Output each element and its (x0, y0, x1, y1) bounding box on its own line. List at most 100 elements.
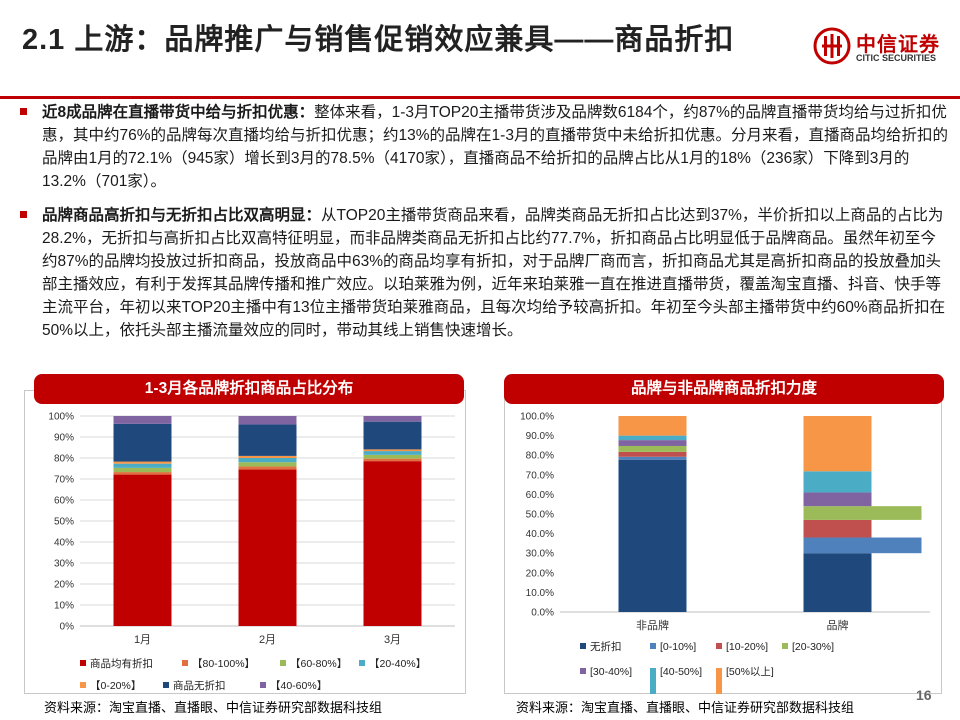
bar-segment (238, 466, 297, 470)
y-tick-label: 0.0% (531, 608, 554, 619)
legend-swatch (163, 682, 169, 688)
bar-segment (618, 459, 687, 612)
y-tick-label: 30.0% (526, 549, 554, 560)
y-tick-label: 10.0% (526, 588, 554, 599)
chart-2-title: 品牌与非品牌商品折扣力度 (504, 374, 944, 404)
x-tick-label: 1月 (134, 634, 151, 646)
legend-label: 商品无折扣 (173, 679, 226, 692)
legend-swatch (182, 660, 188, 666)
bar-segment (113, 467, 172, 473)
legend-swatch (359, 660, 365, 666)
paragraph-1-body: 整体来看，1-3月TOP20主播带货涉及品牌数6184个，约87%的品牌直播带货… (42, 104, 948, 190)
bar-segment (363, 454, 422, 459)
bar-segment (113, 423, 172, 462)
bar-segment (803, 537, 922, 554)
bar-segment (363, 451, 422, 455)
y-tick-label: 80% (54, 454, 74, 465)
bar-segment (803, 506, 922, 520)
citic-logo: 中信证券 CITIC SECURITIES (812, 26, 952, 70)
bar-segment (618, 445, 687, 452)
chart-1-title: 1-3月各品牌折扣商品占比分布 (34, 374, 464, 404)
x-tick-label: 2月 (259, 634, 276, 646)
chart-1-svg: 0% 10% 20% 30% 40% 50% 60% 70% 80% 90% 100% 1月 2月 3月商… (48, 412, 455, 692)
bar-segment (363, 461, 422, 626)
y-tick-label: 60.0% (526, 490, 554, 501)
header-divider (0, 96, 960, 99)
bar-segment (363, 421, 422, 450)
legend-swatch (650, 643, 656, 649)
paragraph-2-body: 从TOP20主播带货商品来看，品牌类商品无折扣占比达到37%，半价折扣以上商品的… (42, 207, 946, 339)
paragraph-1: 近8成品牌在直播带货中给与折扣优惠：整体来看，1-3月TOP20主播带货涉及品牌… (20, 101, 950, 193)
y-tick-label: 20% (54, 580, 74, 591)
y-tick-label: 70.0% (526, 470, 554, 481)
legend-swatch (260, 682, 266, 688)
y-tick-label: 50% (54, 517, 74, 528)
bar-segment (238, 455, 297, 458)
bar-segment (113, 463, 172, 468)
bar-segment (618, 416, 687, 436)
bar-segment (238, 416, 297, 425)
bullet-square-icon (20, 211, 27, 218)
bar-segment (803, 471, 872, 493)
bar-segment (363, 416, 422, 422)
chart-2-source: 资料来源：淘宝直播、直播眼、中信证券研究部数据科技组 (516, 700, 855, 715)
legend-label: [30-40%] (590, 666, 632, 678)
bullet-square-icon (20, 108, 27, 115)
legend-swatch (716, 668, 722, 694)
bar-segment (113, 416, 172, 424)
y-tick-label: 70% (54, 475, 74, 486)
y-tick-label: 90% (54, 433, 74, 444)
legend-label: 无折扣 (590, 640, 622, 653)
paragraph-1-lead: 近8成品牌在直播带货中给与折扣优惠： (42, 104, 315, 121)
legend-label: 【80-100%】 (192, 658, 255, 670)
y-tick-label: 50.0% (526, 510, 554, 521)
legend-label: [10-20%] (726, 641, 768, 653)
legend-swatch (782, 643, 788, 649)
x-tick-label: 非品牌 (636, 618, 669, 632)
legend-label: [20-30%] (792, 641, 834, 653)
y-tick-label: 30% (54, 559, 74, 570)
legend-label: 商品均有折扣 (90, 657, 153, 670)
bar-segment (238, 458, 297, 463)
legend-swatch (280, 660, 286, 666)
legend-label: 【60-80%】 (290, 658, 347, 670)
legend-swatch (80, 660, 86, 666)
y-tick-label: 0% (60, 622, 75, 633)
y-tick-label: 10% (54, 601, 74, 612)
y-tick-label: 100.0% (520, 412, 554, 423)
bar-segment (618, 440, 687, 446)
y-tick-label: 100% (48, 412, 74, 423)
y-tick-label: 80.0% (526, 451, 554, 462)
bar-segment (113, 472, 172, 475)
legend-label: [50%以上] (726, 666, 774, 678)
paragraph-2: 品牌商品高折扣与无折扣占比双高明显：从TOP20主播带货商品来看，品牌类商品无折… (20, 204, 950, 342)
y-tick-label: 40.0% (526, 529, 554, 540)
legend-swatch (650, 668, 656, 694)
bar-segment (803, 416, 872, 472)
chart-2-svg: 0.0% 10.0% 20.0% 30.0% 40.0% 50.0% 60.0% 70.0% 8… (520, 412, 930, 694)
x-tick-label: 品牌 (827, 618, 849, 632)
y-tick-label: 90.0% (526, 431, 554, 442)
bar-segment (238, 462, 297, 467)
y-tick-label: 20.0% (526, 568, 554, 579)
bar-segment (803, 519, 872, 538)
legend-label: [0-10%] (660, 641, 696, 653)
bar-segment (618, 456, 687, 460)
legend-label: 【40-60%】 (270, 680, 327, 692)
paragraph-2-lead: 品牌商品高折扣与无折扣占比双高明显： (42, 207, 322, 224)
legend-swatch (80, 682, 86, 688)
bar-segment (618, 435, 687, 441)
bar-segment (803, 492, 872, 507)
x-tick-label: 3月 (384, 634, 401, 646)
chart-1-source: 资料来源：淘宝直播、直播眼、中信证券研究部数据科技组 (44, 700, 383, 715)
legend-label: [40-50%] (660, 666, 702, 678)
bar-segment (113, 474, 172, 626)
bar-segment (238, 469, 297, 626)
page-number: 16 (916, 687, 932, 703)
y-tick-label: 60% (54, 496, 74, 507)
bar-segment (238, 424, 297, 456)
citic-emblem-icon (813, 27, 851, 65)
bar-segment (363, 449, 422, 452)
bar-segment (618, 451, 687, 457)
legend-swatch (580, 643, 586, 649)
